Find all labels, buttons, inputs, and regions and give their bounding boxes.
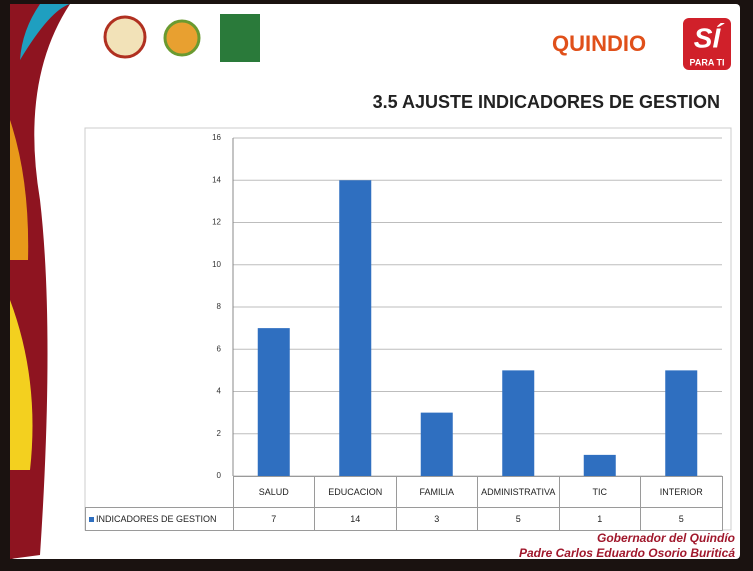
- decor-swoosh: [20, 4, 70, 60]
- slide-bg: [10, 4, 740, 559]
- data-table: SALUD EDUCACION FAMILIA ADMINISTRATIVA TIC IN…: [85, 476, 723, 531]
- x-tick-label: FAMILIA: [395, 476, 478, 508]
- decor-swoosh: [10, 300, 33, 470]
- data-label: 1: [558, 506, 641, 531]
- data-label: 3: [395, 506, 478, 531]
- logo-paisaje: [163, 19, 201, 57]
- y-tick-label: 10: [212, 260, 221, 269]
- bar: [583, 454, 616, 476]
- y-tick-label: 4: [217, 387, 222, 396]
- legend-key: [89, 516, 94, 522]
- footer-line: Gobernador del Quindío: [597, 531, 735, 545]
- logo-tagline: PARA TI: [690, 57, 725, 67]
- data-label: 5: [477, 506, 560, 531]
- y-tick-label: 16: [212, 133, 221, 142]
- x-tick-label: INTERIOR: [640, 476, 723, 508]
- data-label: 7: [232, 506, 315, 531]
- y-tick-label: 6: [217, 344, 222, 353]
- decor-swoosh: [10, 120, 29, 260]
- y-tick-label: 8: [217, 302, 222, 311]
- series-name: INDICADORES DE GESTION: [96, 513, 217, 524]
- bar: [257, 328, 290, 476]
- footer: Gobernador del Quindío Padre Carlos Edua…: [519, 531, 735, 561]
- footer-line: Padre Carlos Eduardo Osorio Buriticá: [518, 546, 735, 560]
- x-tick-label: SALUD: [232, 476, 315, 508]
- bar: [502, 370, 535, 476]
- x-tick-label: TIC: [558, 476, 641, 508]
- logo-name: QUINDIO: [552, 31, 646, 56]
- value-row: INDICADORES DE GESTION 7 14 3 5 1 5: [85, 506, 723, 531]
- data-label: 14: [314, 506, 397, 531]
- corner: [86, 477, 234, 508]
- logo-quindio: [220, 14, 260, 62]
- logo-gobernacion: [103, 15, 147, 59]
- category-row: SALUD EDUCACION FAMILIA ADMINISTRATIVA TIC IN…: [86, 476, 723, 508]
- y-tick-label: 0: [217, 471, 222, 480]
- data-label: 5: [640, 506, 723, 531]
- bar: [420, 412, 453, 476]
- x-tick-label: EDUCACION: [314, 476, 397, 508]
- y-tick-label: 12: [212, 218, 221, 227]
- x-tick-label: ADMINISTRATIVA: [477, 476, 560, 508]
- bar: [665, 370, 698, 476]
- plot-frame: [84, 127, 732, 531]
- bar: [339, 180, 372, 476]
- logo-mark: SÍ: [694, 22, 725, 53]
- chart-title: 3.5 AJUSTE INDICADORES DE GESTION: [373, 92, 720, 112]
- y-tick-label: 2: [217, 429, 222, 438]
- y-tick-label: 14: [212, 175, 221, 184]
- series-cell: INDICADORES DE GESTION: [85, 506, 234, 531]
- logo-badge: [683, 18, 731, 70]
